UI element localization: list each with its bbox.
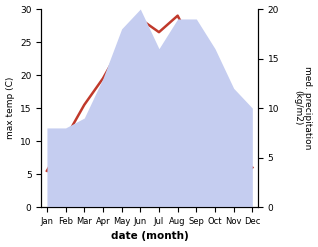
- Y-axis label: max temp (C): max temp (C): [5, 77, 15, 139]
- Y-axis label: med. precipitation
(kg/m2): med. precipitation (kg/m2): [293, 66, 313, 150]
- X-axis label: date (month): date (month): [111, 231, 189, 242]
